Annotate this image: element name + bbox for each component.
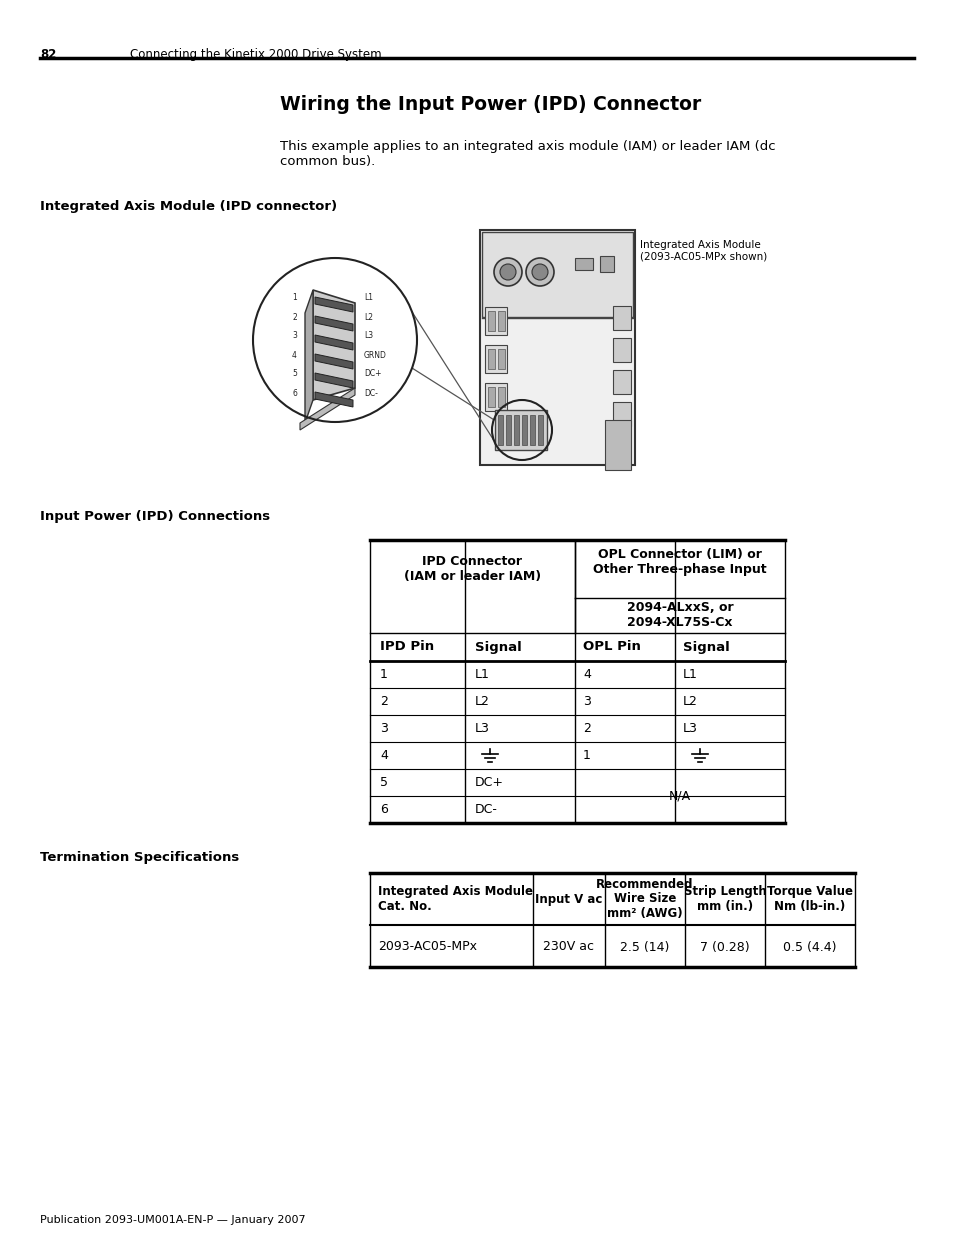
Text: L1: L1: [475, 668, 489, 680]
Text: 82: 82: [40, 48, 56, 61]
Text: Integrated Axis Module
Cat. No.: Integrated Axis Module Cat. No.: [377, 885, 533, 913]
Bar: [604, 420, 630, 471]
Bar: [613, 306, 630, 330]
Bar: [497, 311, 504, 331]
Text: 1: 1: [379, 668, 388, 680]
Bar: [537, 415, 542, 445]
Text: 2: 2: [292, 312, 296, 321]
Text: GRND: GRND: [364, 351, 387, 359]
Text: 4: 4: [379, 748, 388, 762]
Text: Strip Length
mm (in.): Strip Length mm (in.): [683, 885, 765, 913]
Bar: [481, 232, 633, 317]
Bar: [497, 387, 504, 408]
Circle shape: [525, 258, 554, 287]
Text: L1: L1: [682, 668, 698, 680]
Text: N/A: N/A: [668, 789, 690, 803]
Text: 230V ac: 230V ac: [543, 941, 594, 953]
Text: L2: L2: [475, 695, 489, 708]
Text: 3: 3: [582, 695, 590, 708]
Bar: [484, 383, 506, 411]
Polygon shape: [299, 388, 355, 430]
Text: Recommended
Wire Size
mm² (AWG): Recommended Wire Size mm² (AWG): [596, 878, 693, 920]
Polygon shape: [314, 335, 353, 350]
Polygon shape: [314, 354, 353, 369]
Text: IPD Pin: IPD Pin: [379, 641, 434, 653]
Text: 3: 3: [379, 722, 388, 735]
Text: Termination Specifications: Termination Specifications: [40, 851, 239, 864]
Text: DC-: DC-: [364, 389, 377, 398]
Bar: [488, 311, 495, 331]
Text: L1: L1: [364, 294, 373, 303]
Text: L2: L2: [364, 312, 373, 321]
Polygon shape: [314, 316, 353, 331]
Text: Integrated Axis Module
(2093-AC05-MPx shown): Integrated Axis Module (2093-AC05-MPx sh…: [639, 240, 766, 262]
Text: IPD Connector
(IAM or leader IAM): IPD Connector (IAM or leader IAM): [403, 555, 540, 583]
Circle shape: [532, 264, 547, 280]
Polygon shape: [313, 290, 355, 400]
Text: DC+: DC+: [475, 776, 503, 789]
Polygon shape: [305, 290, 313, 424]
Text: 2: 2: [379, 695, 388, 708]
Text: Signal: Signal: [475, 641, 521, 653]
Text: 7 (0.28): 7 (0.28): [700, 941, 749, 953]
Text: 0.5 (4.4): 0.5 (4.4): [782, 941, 836, 953]
Text: Signal: Signal: [682, 641, 729, 653]
Text: 6: 6: [379, 803, 388, 816]
Text: L3: L3: [364, 331, 373, 341]
Circle shape: [494, 258, 521, 287]
Bar: [484, 308, 506, 335]
Text: L3: L3: [682, 722, 698, 735]
Text: Publication 2093-UM001A-EN-P — January 2007: Publication 2093-UM001A-EN-P — January 2…: [40, 1215, 305, 1225]
Bar: [495, 410, 546, 450]
Text: Input V ac: Input V ac: [535, 893, 602, 905]
Text: DC-: DC-: [475, 803, 497, 816]
Bar: [613, 370, 630, 394]
Bar: [530, 415, 535, 445]
Bar: [488, 387, 495, 408]
Bar: [514, 415, 518, 445]
Text: 2: 2: [582, 722, 590, 735]
Bar: [497, 415, 502, 445]
Text: 2094-ALxxS, or
2094-XL75S-Cx: 2094-ALxxS, or 2094-XL75S-Cx: [626, 601, 733, 629]
Bar: [521, 415, 526, 445]
Bar: [497, 350, 504, 369]
Bar: [613, 403, 630, 426]
Text: 5: 5: [292, 369, 296, 378]
Text: Input Power (IPD) Connections: Input Power (IPD) Connections: [40, 510, 270, 522]
Bar: [479, 230, 635, 466]
Bar: [488, 350, 495, 369]
Text: Connecting the Kinetix 2000 Drive System: Connecting the Kinetix 2000 Drive System: [130, 48, 381, 61]
Text: OPL Connector (LIM) or
Other Three-phase Input: OPL Connector (LIM) or Other Three-phase…: [593, 548, 766, 576]
Text: 5: 5: [379, 776, 388, 789]
Text: L2: L2: [682, 695, 698, 708]
Text: 3: 3: [292, 331, 296, 341]
Text: Torque Value
Nm (lb-in.): Torque Value Nm (lb-in.): [766, 885, 852, 913]
Text: Wiring the Input Power (IPD) Connector: Wiring the Input Power (IPD) Connector: [280, 95, 700, 114]
Text: OPL Pin: OPL Pin: [582, 641, 640, 653]
Bar: [599, 256, 614, 272]
Text: This example applies to an integrated axis module (IAM) or leader IAM (dc
common: This example applies to an integrated ax…: [280, 140, 775, 168]
Circle shape: [499, 264, 516, 280]
Text: 6: 6: [292, 389, 296, 398]
Text: DC+: DC+: [364, 369, 381, 378]
Polygon shape: [314, 296, 353, 312]
Text: 2.5 (14): 2.5 (14): [619, 941, 669, 953]
Bar: [505, 415, 511, 445]
Bar: [575, 258, 593, 270]
Polygon shape: [314, 373, 353, 388]
Text: 4: 4: [582, 668, 590, 680]
Text: L3: L3: [475, 722, 489, 735]
Bar: [484, 345, 506, 373]
Text: 4: 4: [292, 351, 296, 359]
Text: 1: 1: [292, 294, 296, 303]
Text: 2093-AC05-MPx: 2093-AC05-MPx: [377, 941, 476, 953]
Text: 1: 1: [582, 748, 590, 762]
Polygon shape: [314, 391, 353, 408]
Text: Integrated Axis Module (IPD connector): Integrated Axis Module (IPD connector): [40, 200, 336, 212]
Bar: [613, 338, 630, 362]
